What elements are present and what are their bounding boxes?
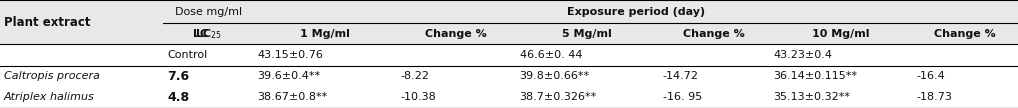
Text: 38.7±0.326**: 38.7±0.326** — [519, 92, 597, 102]
Text: 35.13±0.32**: 35.13±0.32** — [773, 92, 850, 102]
Text: 36.14±0.115**: 36.14±0.115** — [773, 71, 857, 81]
Text: Caltropis procera: Caltropis procera — [4, 71, 100, 81]
Text: Plant extract: Plant extract — [4, 16, 91, 29]
Text: Atriplex halimus: Atriplex halimus — [4, 92, 95, 102]
Text: 5 Mg/ml: 5 Mg/ml — [562, 29, 612, 39]
Text: LC$_{25}$: LC$_{25}$ — [194, 27, 222, 41]
Text: 38.67±0.8**: 38.67±0.8** — [258, 92, 328, 102]
Text: Change %: Change % — [683, 29, 745, 39]
Text: Change %: Change % — [935, 29, 996, 39]
Text: -16.4: -16.4 — [916, 71, 945, 81]
Text: -8.22: -8.22 — [401, 71, 430, 81]
Text: 4.8: 4.8 — [167, 91, 189, 104]
Text: 1 Mg/ml: 1 Mg/ml — [300, 29, 350, 39]
Text: 43.23±0.4: 43.23±0.4 — [773, 50, 832, 60]
Text: 39.8±0.66**: 39.8±0.66** — [519, 71, 589, 81]
Bar — [0, 0, 1018, 23]
Text: LC: LC — [193, 29, 209, 39]
Bar — [0, 66, 1018, 87]
Text: Dose mg/ml: Dose mg/ml — [175, 7, 242, 17]
Text: -16. 95: -16. 95 — [663, 92, 702, 102]
Text: 7.6: 7.6 — [167, 70, 189, 83]
Text: 39.6±0.4**: 39.6±0.4** — [258, 71, 321, 81]
Text: 10 Mg/ml: 10 Mg/ml — [812, 29, 869, 39]
Text: 46.6±0. 44: 46.6±0. 44 — [519, 50, 582, 60]
Bar — [0, 87, 1018, 108]
Text: Exposure period (day): Exposure period (day) — [567, 7, 704, 17]
Text: -14.72: -14.72 — [663, 71, 699, 81]
Text: Change %: Change % — [426, 29, 487, 39]
Bar — [0, 23, 1018, 44]
Bar — [0, 44, 1018, 66]
Text: 43.15±0.76: 43.15±0.76 — [258, 50, 324, 60]
Text: Control: Control — [167, 50, 208, 60]
Text: -10.38: -10.38 — [401, 92, 437, 102]
Text: -18.73: -18.73 — [916, 92, 952, 102]
